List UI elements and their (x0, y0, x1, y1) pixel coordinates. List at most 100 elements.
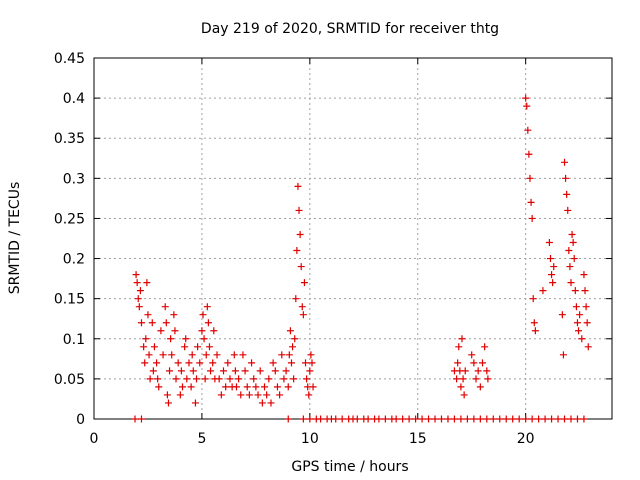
data-point (578, 335, 586, 343)
data-point (172, 375, 180, 383)
data-point (181, 343, 189, 351)
data-point (582, 303, 590, 311)
data-point (271, 367, 279, 375)
data-point (226, 375, 234, 383)
data-point (193, 375, 201, 383)
x-tick-label: 20 (517, 431, 535, 447)
data-point (528, 214, 536, 222)
data-point (453, 375, 461, 383)
data-point (133, 279, 141, 287)
x-tick-label: 15 (409, 431, 427, 447)
data-point (306, 367, 314, 375)
data-point (174, 359, 182, 367)
data-point (243, 383, 251, 391)
data-point (202, 351, 210, 359)
data-point (252, 383, 260, 391)
data-point (568, 230, 576, 238)
data-point (269, 359, 277, 367)
data-point (196, 359, 204, 367)
data-point (287, 359, 295, 367)
x-tick-label: 5 (197, 431, 206, 447)
data-point (166, 367, 174, 375)
data-point (522, 415, 530, 423)
data-point (309, 383, 317, 391)
data-point (307, 351, 315, 359)
data-point (143, 279, 151, 287)
data-point (583, 319, 591, 327)
data-point (239, 351, 247, 359)
data-point (460, 391, 468, 399)
data-point (298, 303, 306, 311)
data-point (167, 335, 175, 343)
data-point (548, 271, 556, 279)
data-point (182, 335, 190, 343)
data-point (528, 415, 536, 423)
data-point (375, 415, 383, 423)
grid-lines (94, 58, 612, 419)
data-point (161, 303, 169, 311)
data-point (194, 343, 202, 351)
data-point (392, 415, 400, 423)
data-point (418, 415, 426, 423)
data-point (431, 415, 439, 423)
data-point (575, 327, 583, 335)
data-point (425, 415, 433, 423)
data-point (178, 383, 186, 391)
data-point (245, 391, 253, 399)
data-point (353, 415, 361, 423)
data-point (185, 359, 193, 367)
data-point (457, 415, 465, 423)
data-point (258, 399, 266, 407)
data-point (267, 399, 275, 407)
data-point (455, 343, 463, 351)
data-point (530, 319, 538, 327)
data-point (484, 375, 492, 383)
data-point (476, 383, 484, 391)
data-point (502, 415, 510, 423)
data-point (549, 279, 557, 287)
data-point (132, 271, 140, 279)
data-point (162, 319, 170, 327)
data-point (481, 343, 489, 351)
data-point (571, 287, 579, 295)
data-point (241, 367, 249, 375)
y-tick-label: 0.4 (63, 91, 85, 107)
data-point (137, 415, 145, 423)
y-axis-ticks: 0 0.05 0.1 0.15 0.2 0.25 0.3 0.35 0.4 0.45 (54, 51, 612, 428)
data-point (300, 279, 308, 287)
y-tick-label: 0.35 (54, 131, 85, 147)
y-axis-label: SRMTID / TECUs (7, 182, 23, 295)
data-point (570, 255, 578, 263)
data-point (176, 391, 184, 399)
data-point (509, 415, 517, 423)
data-point (183, 375, 191, 383)
data-point (525, 150, 533, 158)
data-point (170, 311, 178, 319)
data-point (135, 303, 143, 311)
data-point (526, 174, 534, 182)
data-point (338, 415, 346, 423)
data-point (235, 375, 243, 383)
data-point (476, 415, 484, 423)
data-point (213, 351, 221, 359)
data-point (470, 415, 478, 423)
x-tick-label: 0 (90, 431, 99, 447)
data-point (580, 271, 588, 279)
data-point (199, 311, 207, 319)
data-point (548, 415, 556, 423)
data-point (291, 335, 299, 343)
data-point (470, 359, 478, 367)
y-tick-label: 0.3 (63, 171, 85, 187)
data-point (284, 415, 292, 423)
data-point (289, 343, 297, 351)
data-point (224, 359, 232, 367)
data-point (539, 287, 547, 295)
data-point (565, 247, 573, 255)
data-point (203, 303, 211, 311)
data-point (265, 375, 273, 383)
data-point (292, 295, 300, 303)
data-point (306, 415, 314, 423)
data-point (474, 367, 482, 375)
y-tick-label: 0.05 (54, 372, 85, 388)
